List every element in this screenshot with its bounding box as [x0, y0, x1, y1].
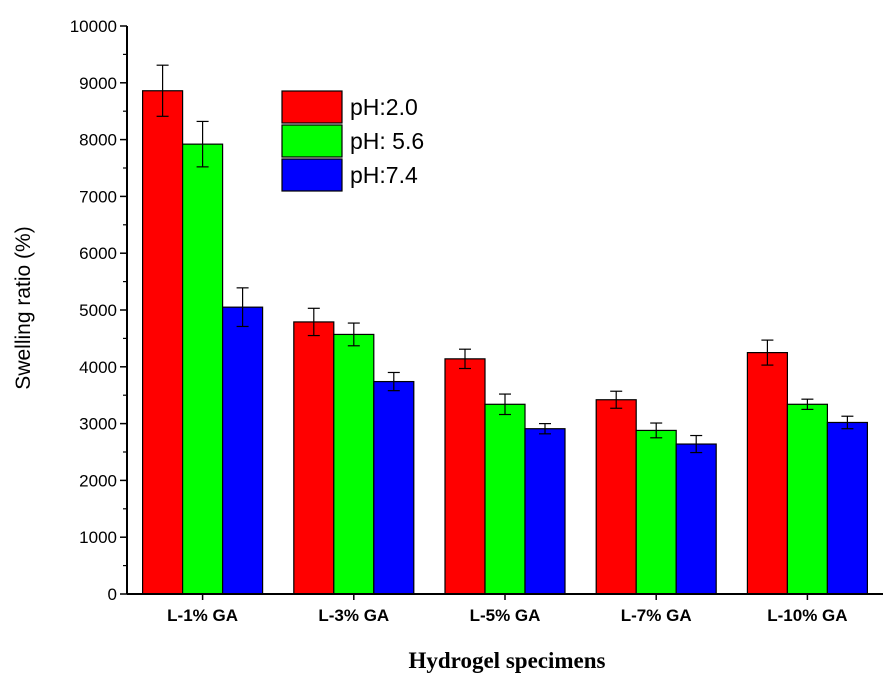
legend: pH:2.0 pH: 5.6 pH:7.4 — [281, 90, 424, 192]
bar-1-2 — [373, 380, 415, 595]
y-tick-label-7: 7000 — [79, 187, 117, 206]
bar-3-1 — [635, 429, 677, 595]
y-tick-label-0: 0 — [108, 585, 117, 604]
y-axis-label: Swelling ratio (%) — [12, 226, 35, 389]
x-tick-label-3: L-7% GA — [621, 606, 692, 625]
bar-1-1 — [333, 333, 375, 595]
legend-swatch-1 — [281, 124, 343, 158]
bar-4-2 — [826, 421, 869, 595]
x-tick-label-4: L-10% GA — [767, 606, 847, 625]
bar-2-2 — [524, 428, 566, 595]
bar-0-2 — [222, 306, 264, 595]
y-tick-label-6: 6000 — [79, 244, 117, 263]
bar-4-1 — [786, 403, 829, 595]
y-tick-label-2: 2000 — [79, 471, 117, 490]
y-tick-label-5: 5000 — [79, 301, 117, 320]
bar-2-0 — [444, 358, 486, 595]
x-axis-label: Hydrogel specimens — [409, 648, 606, 673]
x-tick-label-2: L-5% GA — [470, 606, 541, 625]
y-tick-label-10: 10000 — [70, 17, 117, 36]
bar-0-1 — [182, 143, 224, 595]
bar-4-0 — [746, 352, 789, 595]
bar-3-0 — [595, 399, 637, 595]
x-tick-label-0: L-1% GA — [167, 606, 238, 625]
legend-swatch-2 — [281, 158, 343, 192]
bar-2-1 — [484, 403, 526, 595]
legend-swatch-0 — [281, 90, 343, 124]
bar-0-0 — [142, 90, 184, 595]
y-tick-label-1: 1000 — [79, 528, 117, 547]
bars-layer — [142, 90, 869, 595]
x-tick-label-1: L-3% GA — [318, 606, 389, 625]
legend-label-0: pH:2.0 — [350, 94, 418, 120]
legend-label-1: pH: 5.6 — [350, 128, 424, 154]
axes-layer: L-1% GA L-3% GA L-5% GA L-7% GA L-10% GA 0 100… — [70, 17, 883, 625]
y-tick-label-9: 9000 — [79, 74, 117, 93]
y-tick-label-4: 4000 — [79, 358, 117, 377]
error-bars-layer — [156, 64, 854, 454]
y-tick-label-3: 3000 — [79, 415, 117, 434]
bar-1-0 — [293, 321, 335, 595]
y-tick-label-8: 8000 — [79, 131, 117, 150]
bar-3-2 — [675, 443, 717, 595]
legend-label-2: pH:7.4 — [350, 162, 418, 188]
